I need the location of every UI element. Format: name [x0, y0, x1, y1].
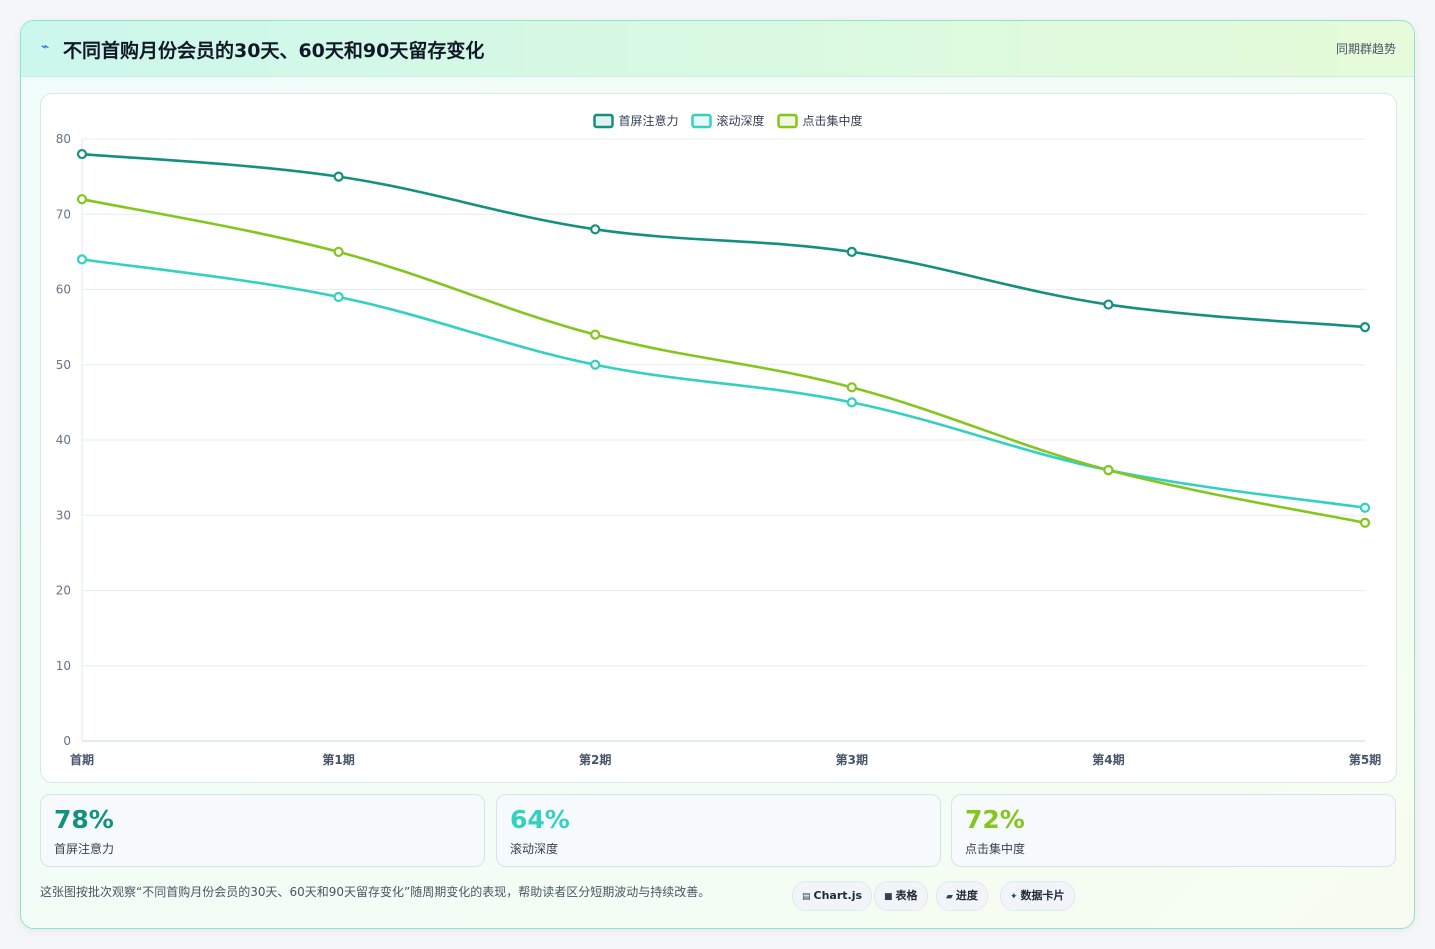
series-line-1 [80, 152, 1367, 329]
data-point-series-3 [590, 329, 601, 340]
data-point-series-1 [1103, 299, 1114, 310]
data-point-series-2 [76, 254, 88, 265]
y-tick-label: 10 [56, 659, 71, 673]
line-chart: 0 10 20 30 40 50 60 70 80 首期 第1期 第2期 第3期 第4期 第5期 首屏注意力 滚… [56, 113, 1381, 767]
y-tick-label: 50 [56, 358, 71, 372]
data-point-series-2 [333, 291, 344, 303]
stat-card-scroll: 64% 滚动深度 [496, 794, 941, 867]
legend-label-1: 首屏注意力 [619, 113, 679, 128]
cohort-trend-label: 同期群趋势 [1335, 42, 1396, 56]
chip-label: 表格 [895, 889, 918, 902]
chart-card: ⌁ 不同首购月份会员的30天、60天和90天留存变化 同期群趋势 0 10 20 30… [20, 20, 1415, 929]
stat-label: 点击集中度 [965, 842, 1026, 856]
data-point-series-3 [76, 194, 88, 205]
legend-swatch-3 [777, 113, 798, 129]
series-line-2 [80, 258, 1367, 510]
stat-label: 滚动深度 [510, 842, 559, 856]
legend-label-3: 点击集中度 [803, 113, 863, 128]
chart-title: 不同首购月份会员的30天、60天和90天留存变化 [63, 40, 485, 62]
stat-value: 78% [54, 805, 114, 834]
data-point-series-1 [76, 148, 88, 160]
y-tick-label: 30 [56, 508, 71, 522]
chip-label: Chart.js [813, 889, 863, 902]
data-point-series-1 [1359, 322, 1371, 333]
x-tick-label: 第5期 [1349, 752, 1381, 767]
stat-value: 64% [510, 805, 570, 834]
chip-table[interactable]: ■ 表格 [874, 881, 928, 911]
y-tick-label: 70 [56, 207, 71, 221]
stat-card-click: 72% 点击集中度 [951, 794, 1396, 867]
y-tick-label: 60 [56, 283, 71, 297]
chart-panel: 0 10 20 30 40 50 60 70 80 首期 第1期 第2期 第3期 第4期 第5期 首屏注意力 滚… [40, 93, 1397, 783]
x-tick-label: 第3期 [836, 752, 868, 767]
stat-label: 首屏注意力 [54, 842, 115, 856]
data-point-series-3 [1103, 465, 1114, 476]
chip-label: 进度 [955, 889, 978, 902]
series-line-3 [80, 197, 1367, 525]
table-icon: ■ [884, 892, 893, 902]
stat-value: 72% [965, 805, 1025, 834]
x-tick-label: 首期 [70, 752, 94, 767]
data-point-series-2 [590, 359, 601, 370]
x-tick-label: 第4期 [1092, 752, 1124, 767]
progress-icon: ▰ [946, 892, 953, 902]
y-tick-label: 40 [56, 433, 71, 447]
y-tick-label: 80 [56, 132, 71, 146]
stat-card-attention: 78% 首屏注意力 [40, 794, 485, 867]
y-tick-label: 0 [63, 734, 71, 748]
data-point-series-2 [1359, 502, 1371, 513]
chip-progress[interactable]: ▰ 进度 [936, 881, 988, 911]
sparkline-icon: ⌁ [41, 39, 50, 55]
data-point-series-1 [333, 171, 344, 182]
legend-label-2: 滚动深度 [717, 113, 765, 128]
data-point-series-1 [846, 246, 857, 257]
chip-chartjs[interactable]: ▤ Chart.js [792, 881, 873, 911]
data-point-series-1 [590, 224, 601, 235]
chip-data-card[interactable]: ✦ 数据卡片 [1000, 881, 1075, 911]
sparkle-icon: ✦ [1010, 892, 1018, 902]
data-point-series-2 [846, 397, 857, 408]
x-tick-label: 第1期 [322, 752, 354, 767]
card-header: ⌁ 不同首购月份会员的30天、60天和90天留存变化 同期群趋势 [21, 21, 1414, 77]
data-point-series-3 [333, 246, 344, 257]
data-point-series-3 [1359, 517, 1371, 528]
legend-swatch-2 [691, 113, 712, 129]
data-point-series-3 [846, 382, 857, 393]
legend-swatch-1 [593, 113, 614, 129]
x-tick-label: 第2期 [579, 752, 611, 767]
chart-icon: ▤ [802, 892, 811, 902]
footer-description: 这张图按批次观察“不同首购月份会员的30天、60天和90天留存变化”随周期变化的… [40, 885, 711, 899]
y-tick-label: 20 [56, 584, 71, 598]
chip-label: 数据卡片 [1020, 889, 1065, 902]
